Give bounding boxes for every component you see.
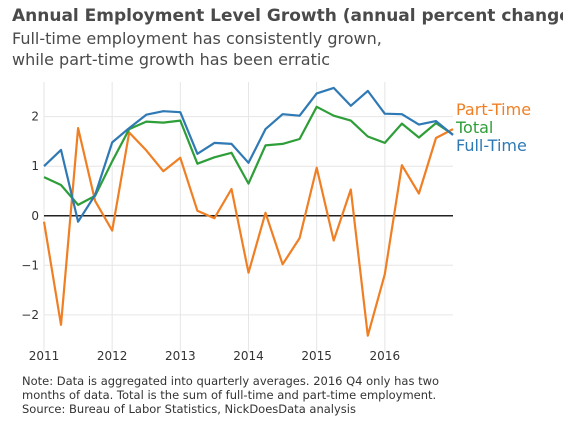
x-tick-label: 2012 [97, 349, 128, 363]
note-line-1: Note: Data is aggregated into quarterly … [22, 374, 440, 388]
x-tick-label: 2011 [29, 349, 60, 363]
y-tick-label: 2 [31, 110, 39, 124]
y-tick-label: 1 [31, 159, 39, 173]
y-tick-label: −1 [21, 258, 39, 272]
source-line: Source: Bureau of Labor Statistics, Nick… [22, 402, 356, 416]
chart-title: Annual Employment Level Growth (annual p… [12, 6, 563, 26]
legend-label-full-time: Full-Time [456, 136, 527, 155]
full-time-series-line [43, 86, 454, 223]
chart-notes: Note: Data is aggregated into quarterly … [22, 374, 439, 416]
y-tick-label: 0 [31, 209, 39, 223]
x-tick-label: 2013 [165, 349, 196, 363]
total-series-line [43, 105, 454, 206]
y-tick-label: −2 [21, 308, 39, 322]
part-time-series-line [42, 127, 454, 337]
x-tick-label: 2015 [301, 349, 332, 363]
chart-subtitle-line-2: while part-time growth has been erratic [12, 50, 331, 69]
legend-label-total: Total [455, 118, 493, 137]
chart-subtitle-line-1: Full-time employment has consistently gr… [12, 29, 382, 48]
note-line-2: months of data. Total is the sum of full… [22, 388, 437, 402]
x-tick-label: 2016 [370, 349, 401, 363]
x-tick-label: 2014 [233, 349, 264, 363]
legend-label-part-time: Part-Time [456, 100, 531, 119]
